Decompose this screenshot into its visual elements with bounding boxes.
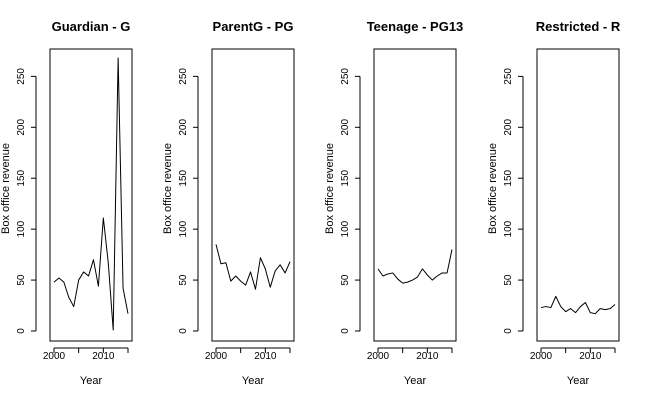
y-tick-label: 200 <box>503 119 514 136</box>
y-tick-label: 0 <box>340 328 351 334</box>
x-tick-label: 2000 <box>530 351 553 362</box>
plot-frame <box>211 48 295 342</box>
plot-frame <box>373 48 457 342</box>
x-axis-label: Year <box>242 375 265 387</box>
x-tick-label: 2010 <box>254 351 277 362</box>
y-tick-label: 150 <box>503 169 514 186</box>
x-axis-label: Year <box>80 375 103 387</box>
y-tick-label: 200 <box>178 119 189 136</box>
series-line <box>540 295 616 315</box>
x-tick-label: 2010 <box>416 351 439 362</box>
y-tick-label: 100 <box>503 220 514 237</box>
chart-title: Teenage - PG13 <box>367 19 464 34</box>
y-tick-label: 200 <box>16 119 27 136</box>
y-tick-label: 100 <box>340 220 351 237</box>
y-tick-label: 250 <box>340 68 351 85</box>
y-tick-label: 100 <box>178 220 189 237</box>
y-tick-label: 150 <box>178 169 189 186</box>
plot-frame <box>49 48 133 342</box>
series-line <box>377 249 453 284</box>
series-line <box>215 244 291 290</box>
y-tick-label: 0 <box>178 328 189 334</box>
y-tick-label: 200 <box>340 119 351 136</box>
y-tick-label: 150 <box>16 169 27 186</box>
chart-title: Restricted - R <box>536 19 621 34</box>
y-tick-label: 50 <box>503 274 514 286</box>
chart-title: ParentG - PG <box>213 19 294 34</box>
y-axis-label: Box office revenue <box>0 143 12 234</box>
y-tick-label: 50 <box>16 274 27 286</box>
x-tick-label: 2000 <box>205 351 228 362</box>
y-tick-label: 0 <box>503 328 514 334</box>
y-tick-label: 250 <box>178 68 189 85</box>
x-tick-label: 2010 <box>92 351 115 362</box>
y-tick-label: 250 <box>503 68 514 85</box>
x-tick-label: 2010 <box>579 351 602 362</box>
y-tick-label: 50 <box>340 274 351 286</box>
y-axis-label: Box office revenue <box>162 143 174 234</box>
y-tick-label: 0 <box>16 328 27 334</box>
plot-frame <box>536 48 620 342</box>
y-axis-label: Box office revenue <box>487 143 499 234</box>
y-tick-label: 100 <box>16 220 27 237</box>
chart-title: Guardian - G <box>52 19 131 34</box>
x-axis-label: Year <box>567 375 590 387</box>
series-line <box>53 57 129 331</box>
x-tick-label: 2000 <box>43 351 66 362</box>
y-axis-label: Box office revenue <box>324 143 336 234</box>
x-tick-label: 2000 <box>367 351 390 362</box>
y-tick-label: 150 <box>340 169 351 186</box>
y-tick-label: 50 <box>178 274 189 286</box>
y-tick-label: 250 <box>16 68 27 85</box>
x-axis-label: Year <box>404 375 427 387</box>
